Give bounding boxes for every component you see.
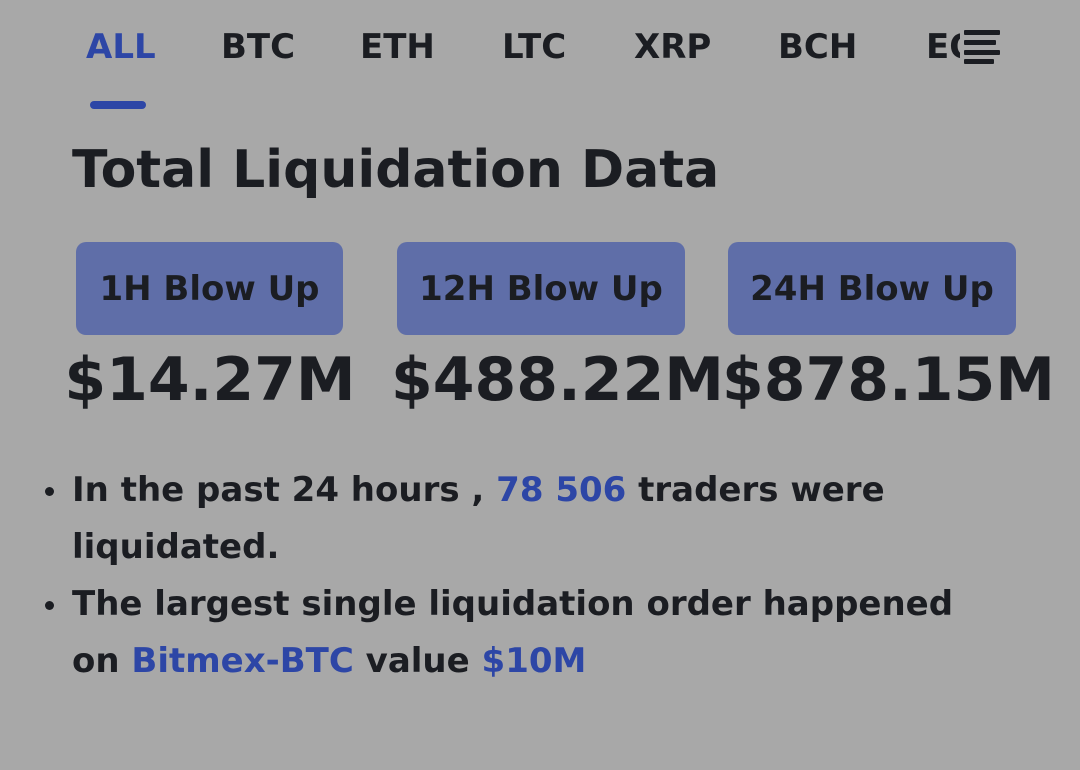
bullet-dot (45, 601, 54, 610)
blowup-12h-amount: $488.22M (391, 345, 724, 415)
traders-note-prefix: In the past 24 hours , (72, 470, 497, 510)
traders-note-suffix: traders were liquidated. (72, 470, 885, 567)
tab-xrp[interactable]: XRP (634, 27, 712, 67)
largest-order-value: $10M (481, 641, 587, 681)
tab-btc[interactable]: BTC (221, 27, 296, 67)
tab-all[interactable]: ALL (86, 27, 156, 67)
active-tab-indicator (90, 101, 146, 109)
page-title: Total Liquidation Data (72, 140, 720, 200)
tab-eth[interactable]: ETH (360, 27, 435, 67)
hamburger-menu-icon[interactable] (956, 26, 1004, 72)
bullet-dot (45, 487, 54, 496)
largest-note-middle: value (353, 641, 482, 681)
tab-eos[interactable]: EOS (926, 27, 960, 67)
largest-note-prefix: The largest single liquidation order hap… (72, 584, 954, 681)
traders-liquidated-note: In the past 24 hours , 78 506 traders we… (45, 462, 972, 576)
tab-ltc[interactable]: LTC (502, 27, 567, 67)
coin-tabs: ALL BTC ETH LTC XRP BCH EOS (0, 0, 960, 120)
blowup-24h-button[interactable]: 24H Blow Up (728, 242, 1016, 335)
largest-order-note: The largest single liquidation order hap… (45, 576, 972, 690)
tab-bch[interactable]: BCH (778, 27, 858, 67)
blowup-12h-button[interactable]: 12H Blow Up (397, 242, 685, 335)
blowup-24h-amount: $878.15M (722, 345, 1055, 415)
exchange-link[interactable]: Bitmex-BTC (131, 641, 354, 681)
blowup-1h-button[interactable]: 1H Blow Up (76, 242, 343, 335)
liquidated-traders-count: 78 506 (496, 470, 627, 510)
coin-tab-bar: ALL BTC ETH LTC XRP BCH EOS (0, 0, 1080, 120)
liquidation-notes: In the past 24 hours , 78 506 traders we… (45, 462, 972, 690)
blowup-1h-amount: $14.27M (64, 345, 356, 415)
